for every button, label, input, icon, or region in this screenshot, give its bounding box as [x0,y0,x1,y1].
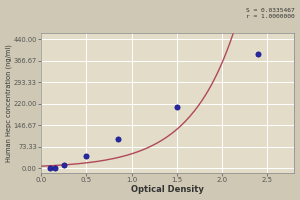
Point [52,166,57,169]
Point [116,137,120,140]
X-axis label: Optical Density: Optical Density [131,185,204,194]
Text: S = 0.0335467
r = 1.0000000: S = 0.0335467 r = 1.0000000 [246,8,294,19]
Point [48,167,52,170]
Y-axis label: Human Hepc concentration (ng/ml): Human Hepc concentration (ng/ml) [6,44,12,162]
Point [174,105,179,108]
Point [256,52,261,55]
Point [84,155,88,158]
Point [61,164,66,167]
